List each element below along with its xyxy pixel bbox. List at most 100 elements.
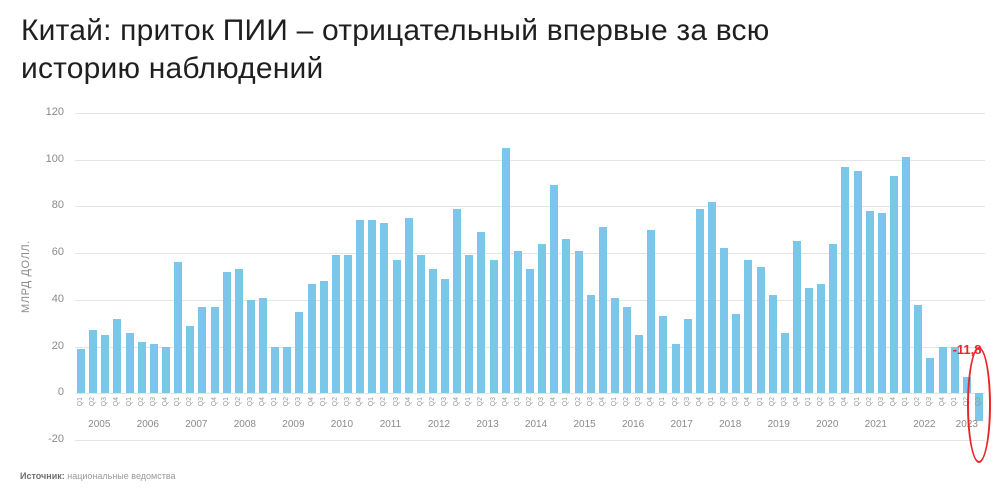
- bar-2013-Q4: [501, 148, 510, 394]
- year-label: 2014: [524, 419, 548, 431]
- quarter-tick-label: Q2: [526, 397, 533, 407]
- quarter-tick-label: Q1: [950, 397, 958, 407]
- quarter-tick-label: Q4: [744, 397, 752, 407]
- year-label: 2011: [379, 419, 402, 431]
- bar-2018-Q1: [708, 201, 716, 394]
- y-tick-label: 120: [45, 106, 64, 118]
- gridline-80: [75, 206, 985, 208]
- y-tick-label: 0: [57, 386, 64, 399]
- bar-2010-Q2: [331, 255, 340, 394]
- source-note: Источник: национальные ведомства: [20, 471, 176, 481]
- year-label: 2016: [622, 419, 645, 431]
- quarter-tick-label: Q4: [841, 397, 849, 407]
- quarter-tick-label: Q3: [538, 397, 546, 407]
- quarter-tick-label: Q4: [356, 397, 364, 407]
- year-label: 2017: [670, 419, 693, 431]
- bar-2006-Q3: [149, 344, 158, 394]
- quarter-tick-label: Q4: [501, 397, 509, 407]
- year-label: 2019: [767, 419, 790, 431]
- year-label: 2018: [719, 419, 742, 431]
- quarter-tick-label: Q3: [344, 397, 351, 407]
- bar-2017-Q3: [683, 318, 692, 394]
- quarter-tick-label: Q2: [671, 397, 679, 407]
- bar-2011-Q4: [404, 218, 413, 394]
- quarter-tick-label: Q3: [732, 397, 740, 407]
- quarter-tick-label: Q1: [708, 397, 715, 407]
- quarter-tick-label: Q4: [453, 397, 461, 407]
- bar-2008-Q1: [222, 271, 231, 394]
- bar-2010-Q4: [356, 220, 365, 394]
- bar-2020-Q4: [841, 166, 850, 394]
- bar-2018-Q2: [720, 248, 729, 394]
- bar-2012-Q2: [428, 269, 437, 394]
- bar-2013-Q3: [489, 260, 498, 394]
- plot-area: -11,8 Q1 Q2 Q3 Q4 2005 Q1 Q2 Q3 Q4 2006 Q1 Q2 Q3 Q4 20…: [75, 113, 991, 464]
- bar-2017-Q2: [671, 344, 680, 394]
- quarter-tick-label: Q2: [283, 397, 291, 407]
- bar-2015-Q4: [598, 227, 607, 394]
- gridline-100: [75, 159, 985, 161]
- bar-2013-Q1: [465, 255, 474, 394]
- quarter-tick-label: Q2: [137, 397, 145, 407]
- bar-2015-Q1: [562, 239, 571, 394]
- quarter-tick-label: Q1: [368, 397, 376, 407]
- quarter-tick-label: Q1: [319, 397, 327, 407]
- gridline-120: [75, 113, 985, 114]
- year-label: 2010: [330, 419, 354, 431]
- y-tick-label: 40: [51, 292, 64, 305]
- gridline--20: [75, 440, 985, 441]
- quarter-tick-label: Q3: [829, 397, 837, 407]
- bar-2007-Q2: [186, 325, 195, 394]
- quarter-tick-label: Q4: [550, 397, 558, 407]
- quarter-tick-label: Q3: [877, 397, 885, 407]
- quarter-tick-label: Q1: [902, 397, 910, 407]
- bar-2009-Q2: [283, 346, 292, 394]
- bar-2006-Q1: [125, 332, 134, 394]
- quarter-tick-label: Q2: [477, 397, 485, 407]
- quarter-tick-label: Q3: [198, 397, 206, 407]
- year-label: 2021: [864, 419, 887, 431]
- quarter-tick-label: Q3: [780, 397, 788, 407]
- quarter-tick-label: Q1: [659, 397, 667, 407]
- quarter-tick-label: Q1: [465, 397, 473, 407]
- bar-2008-Q2: [234, 269, 243, 394]
- quarter-tick-label: Q3: [246, 397, 254, 407]
- quarter-tick-label: Q4: [162, 397, 169, 407]
- bar-2011-Q3: [392, 260, 401, 394]
- y-tick-label: 100: [45, 152, 64, 165]
- bar-2017-Q1: [659, 316, 668, 394]
- bar-2014-Q4: [550, 185, 559, 394]
- bar-2008-Q3: [246, 299, 255, 394]
- quarter-tick-label: Q1: [853, 397, 861, 407]
- bar-2007-Q1: [174, 262, 183, 394]
- quarter-tick-label: Q4: [695, 397, 703, 407]
- bar-2016-Q2: [623, 306, 632, 394]
- quarter-tick-label: Q4: [890, 397, 897, 407]
- bar-2013-Q2: [477, 232, 486, 394]
- bar-2019-Q1: [756, 267, 765, 394]
- bar-2014-Q1: [513, 250, 522, 394]
- quarter-tick-label: Q2: [768, 397, 776, 407]
- bar-2006-Q4: [162, 346, 170, 394]
- quarter-tick-label: Q1: [562, 397, 570, 407]
- year-label: 2008: [233, 419, 256, 431]
- year-label: 2015: [573, 419, 596, 431]
- quarter-tick-label: Q4: [210, 397, 218, 407]
- quarter-tick-label: Q1: [416, 397, 424, 407]
- page-title: Китай: приток ПИИ – отрицательный впервы…: [21, 14, 770, 85]
- quarter-tick-label: Q3: [586, 397, 594, 407]
- quarter-tick-label: Q4: [598, 397, 606, 407]
- year-label: 2022: [913, 419, 936, 431]
- year-label: 2006: [136, 419, 159, 431]
- quarter-tick-label: Q1: [805, 397, 813, 407]
- quarter-tick-label: Q1: [125, 397, 133, 407]
- bar-2011-Q2: [380, 222, 389, 394]
- year-label: 2007: [185, 419, 208, 431]
- quarter-tick-label: Q2: [865, 397, 873, 407]
- quarter-tick-label: Q1: [513, 397, 521, 407]
- quarter-tick-label: Q3: [149, 397, 157, 407]
- year-label: 2020: [816, 419, 839, 431]
- bar-2022-Q4: [938, 346, 947, 394]
- quarter-tick-label: Q3: [683, 397, 691, 407]
